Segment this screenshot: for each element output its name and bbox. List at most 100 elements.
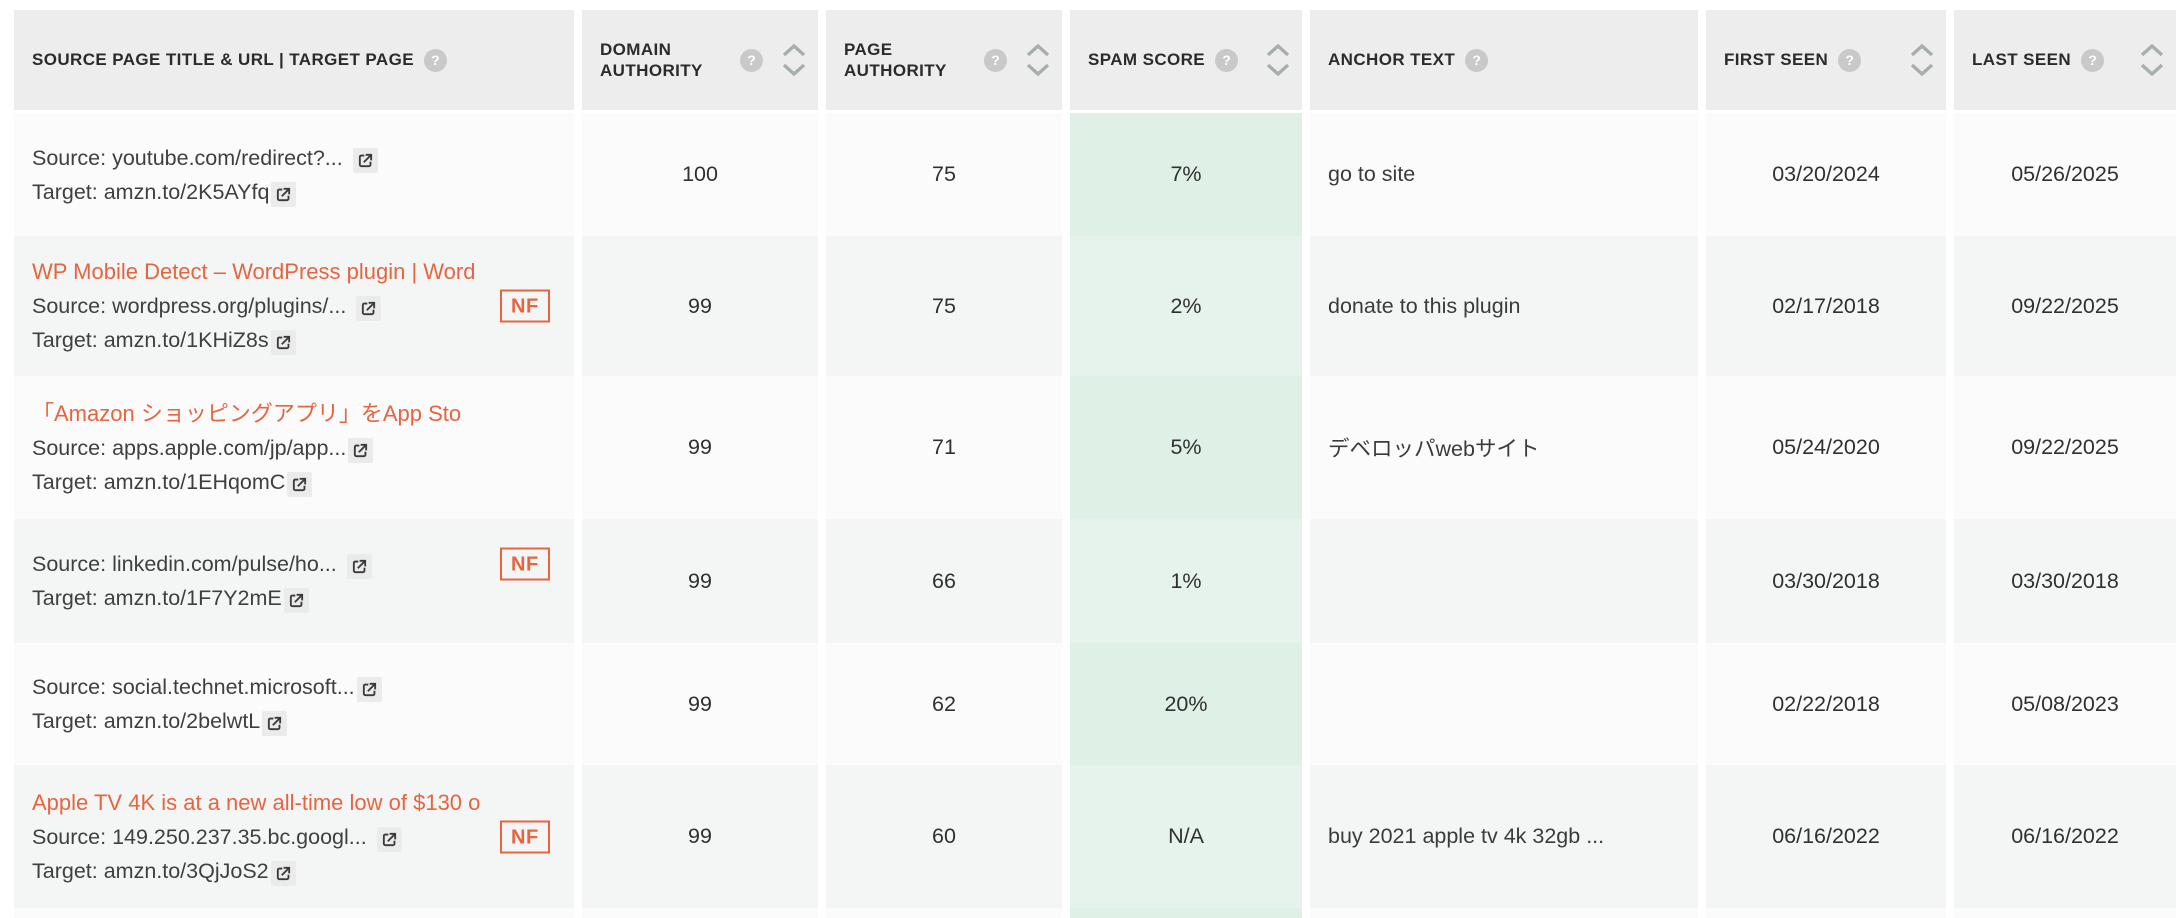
help-icon[interactable]: ? [1465,48,1489,72]
external-link-icon[interactable] [356,677,382,702]
external-link-icon[interactable] [356,296,382,321]
first-seen-cell: 03/20/2024 [1706,113,1946,236]
source-title-link[interactable]: 「Amazon ショッピングアプリ」をApp Sto [32,400,462,426]
first-seen-value: 03/20/2024 [1772,162,1880,186]
first-seen-cell: 02/22/2018 [1706,643,1946,765]
source-link[interactable]: Source: youtube.com/redirect?... [32,145,343,170]
page-authority-cell: 66 [826,519,1062,643]
sort-desc-icon[interactable] [1910,63,1934,77]
spam-score-cell [1070,908,1302,918]
col-header-first-seen[interactable]: First Seen ? [1706,10,1946,110]
source-cell: Source: social.technet.microsoft... Targ… [14,643,574,765]
source-link-line: Source: wordpress.org/plugins/... NF [32,289,574,323]
col-header-first-seen-label: First Seen [1724,50,1829,70]
sort-asc-icon[interactable] [1026,43,1050,57]
anchor-text-value: donate to this plugin [1328,293,1521,318]
domain-authority-cell: 99 [582,765,818,908]
spam-score-cell: 5% [1070,376,1302,519]
sort-desc-icon[interactable] [2140,63,2164,77]
domain-authority-cell [582,908,818,918]
help-icon[interactable]: ? [423,48,447,72]
last-seen-cell [1954,908,2176,918]
target-link-line: Target: amzn.to/3QjJoS2 [32,854,574,888]
target-link[interactable]: Target: amzn.to/2K5AYfq [32,179,270,204]
help-icon[interactable]: ? [740,48,763,72]
help-icon[interactable]: ? [1215,48,1239,72]
sort-asc-icon[interactable] [782,43,806,57]
sort-asc-icon[interactable] [1910,43,1934,57]
source-title-link[interactable]: WP Mobile Detect – WordPress plugin | Wo… [32,259,476,284]
help-icon[interactable]: ? [1838,48,1862,72]
page-authority-cell: 75 [826,236,1062,376]
help-icon[interactable]: ? [984,48,1007,72]
anchor-text-cell: go to site [1310,113,1698,236]
sort-desc-icon[interactable] [782,63,806,77]
col-header-last-seen[interactable]: Last Seen ? [1954,10,2176,110]
domain-authority-value: 99 [688,293,712,318]
nofollow-badge: NF [500,289,550,323]
col-header-domain-authority[interactable]: Domain Authority ? [582,10,818,110]
col-header-spam-score[interactable]: Spam Score ? [1070,10,1302,110]
external-link-icon[interactable] [348,437,374,463]
external-link-icon[interactable] [346,554,372,579]
domain-authority-cell: 100 [582,113,818,236]
page-authority-value: 75 [932,293,956,318]
last-seen-cell: 05/26/2025 [1954,113,2176,236]
first-seen-cell: 05/24/2020 [1706,376,1946,519]
nofollow-badge: NF [500,547,550,581]
table-row: Apple TV 4K is at a new all-time low of … [14,765,2184,908]
first-seen-value: 02/17/2018 [1772,293,1880,318]
spam-score-cell: 2% [1070,236,1302,376]
source-link[interactable]: Source: 149.250.237.35.bc.googl... [32,824,367,849]
external-link-icon[interactable] [270,860,296,886]
external-link-icon[interactable] [271,181,297,207]
sort-desc-icon[interactable] [1026,63,1050,77]
help-icon[interactable]: ? [2081,48,2105,72]
col-header-anchor-text: Anchor Text ? [1310,10,1698,110]
target-link[interactable]: Target: amzn.to/2belwtL [32,709,261,733]
external-link-icon[interactable] [287,471,313,497]
last-seen-cell: 09/22/2025 [1954,376,2176,519]
source-link[interactable]: Source: wordpress.org/plugins/... [32,294,347,318]
external-link-icon[interactable] [262,711,288,736]
spam-score-value: N/A [1168,824,1204,848]
domain-authority-cell: 99 [582,519,818,643]
first-seen-cell: 03/30/2018 [1706,519,1946,643]
target-link[interactable]: Target: amzn.to/1EHqomC [32,469,286,494]
target-link[interactable]: Target: amzn.to/1F7Y2mE [32,586,282,610]
col-header-source-page-label: Source Page Title & URL | Target Page [32,50,414,70]
col-header-page-authority[interactable]: Page Authority ? [826,10,1062,110]
source-link[interactable]: Source: linkedin.com/pulse/ho... [32,552,337,576]
domain-authority-value: 99 [688,824,712,848]
external-link-icon[interactable] [352,147,378,173]
source-title-link[interactable]: Apple TV 4K is at a new all-time low of … [32,789,481,815]
external-link-icon[interactable] [376,826,402,852]
target-link[interactable]: Target: amzn.to/1KHiZ8s [32,328,269,352]
spam-score-value: 7% [1170,162,1202,186]
first-seen-cell [1706,908,1946,918]
page-authority-cell [826,908,1062,918]
target-link[interactable]: Target: amzn.to/3QjJoS2 [32,858,269,883]
sort-asc-icon[interactable] [1266,43,1290,57]
table-row: Source: social.technet.microsoft... Targ… [14,643,2184,765]
domain-authority-value: 99 [688,691,712,716]
page-authority-cell: 62 [826,643,1062,765]
first-seen-value: 06/16/2022 [1772,824,1880,848]
source-link[interactable]: Source: social.technet.microsoft... [32,675,355,699]
sort-desc-icon[interactable] [1266,63,1290,77]
page-authority-value: 66 [932,568,956,593]
last-seen-value: 05/26/2025 [2011,162,2119,186]
sort-asc-icon[interactable] [2140,43,2164,57]
sort-control [782,43,806,77]
external-link-icon[interactable] [283,588,309,613]
source-cell: WP Mobile Detect – WordPress plugin | Wo… [14,236,574,376]
source-cell: Source: youtube.com/redirect?... Target:… [14,113,574,236]
source-link[interactable]: Source: apps.apple.com/jp/app... [32,435,347,460]
page-authority-value: 75 [932,162,956,186]
source-link-line: Source: social.technet.microsoft... [32,670,574,704]
external-link-icon[interactable] [270,330,296,355]
source-cell: 「Amazon ショッピングアプリ」をApp Sto Source: apps.… [14,376,574,519]
source-link-line: Source: youtube.com/redirect?... [32,141,574,175]
sort-control [2140,43,2164,77]
